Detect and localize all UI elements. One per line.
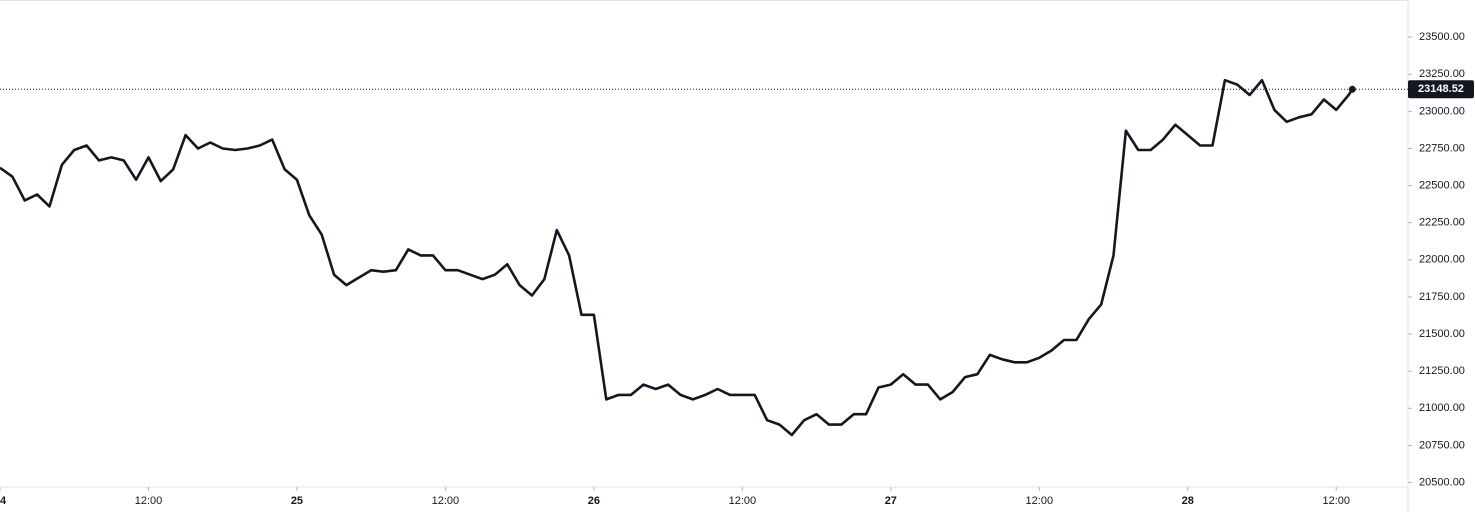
x-tick-label: 12:00 (1026, 495, 1054, 507)
x-tick-label: 26 (588, 495, 600, 507)
y-tick-label: 22750.00 (1419, 142, 1465, 154)
y-tick-label: 20500.00 (1419, 476, 1465, 488)
y-tick-label: 23500.00 (1419, 31, 1465, 43)
y-tick-label: 22000.00 (1419, 254, 1465, 266)
x-tick-label: 28 (1182, 495, 1194, 507)
y-tick-label: 20750.00 (1419, 439, 1465, 451)
x-tick-label: 27 (885, 495, 897, 507)
x-tick-label: 12:00 (1322, 495, 1350, 507)
x-tick-label: 12:00 (729, 495, 757, 507)
last-point (1348, 85, 1356, 93)
y-tick-label: 23000.00 (1419, 105, 1465, 117)
x-tick-label: 25 (291, 495, 303, 507)
y-tick-label: 21000.00 (1419, 402, 1465, 414)
y-tick-label: 23250.00 (1419, 68, 1465, 80)
y-tick-label: 21750.00 (1419, 291, 1465, 303)
y-tick-label: 22250.00 (1419, 217, 1465, 229)
x-tick-label: 12:00 (135, 495, 163, 507)
y-tick-label: 21500.00 (1419, 328, 1465, 340)
y-tick-label: 21250.00 (1419, 365, 1465, 377)
x-tick-label: 12:00 (432, 495, 460, 507)
price-line-series (0, 78, 1354, 437)
y-tick-label: 22500.00 (1419, 180, 1465, 192)
price-label-box (1408, 80, 1474, 99)
price-label: 23148.52 (1418, 83, 1464, 95)
x-tick-label: 4 (0, 495, 7, 507)
